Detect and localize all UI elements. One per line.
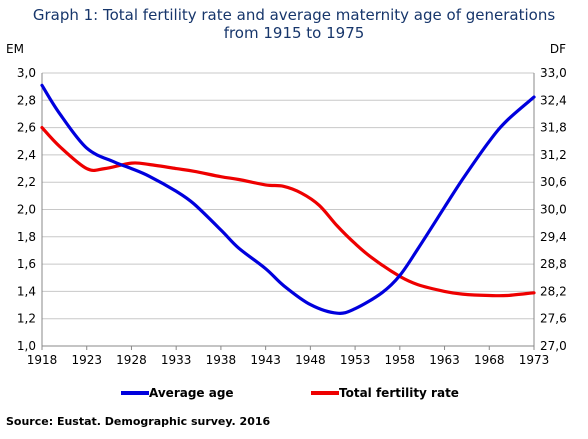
legend-label-average-age: Average age (149, 386, 234, 400)
x-tick-label: 1958 (385, 353, 416, 367)
x-tick-label: 1923 (71, 353, 102, 367)
right-tick-label: 31,8 (540, 121, 567, 135)
x-tick-label: 1948 (295, 353, 326, 367)
left-tick-label: 1,6 (17, 257, 36, 271)
left-tick-label: 2,8 (17, 93, 36, 107)
series-lines (40, 83, 536, 315)
left-tick-label: 1,4 (17, 284, 36, 298)
right-axis-ticks: 27,0 27,6 28,2 28,8 29,4 30,0 30,6 31,2 31,8 32,4… (540, 66, 567, 353)
right-tick-label: 28,2 (540, 284, 567, 298)
left-axis-label: EM (6, 42, 24, 56)
left-axis-ticks: 1,0 1,2 1,4 1,6 1,8 2,0 2,2 2,4 2,6 2,8 3,0 (17, 66, 36, 353)
series-line-fertility (40, 126, 536, 298)
right-tick-label: 30,0 (540, 203, 567, 217)
left-tick-label: 2,6 (17, 121, 36, 135)
grid-lines (42, 72, 534, 347)
x-tick-label: 1973 (519, 353, 550, 367)
right-tick-label: 29,4 (540, 230, 567, 244)
legend: Average age Total fertility rate (121, 386, 459, 400)
x-tick-label: 1963 (429, 353, 460, 367)
x-tick-label: 1938 (206, 353, 237, 367)
left-tick-label: 2,2 (17, 175, 36, 189)
x-axis-ticks: 1918 1923 1928 1933 1938 1943 1948 1953 1958 1963… (27, 353, 550, 367)
x-tick-label: 1918 (27, 353, 58, 367)
left-tick-label: 1,0 (17, 339, 36, 353)
left-tick-label: 1,8 (17, 230, 36, 244)
x-tick-label: 1953 (340, 353, 371, 367)
right-tick-label: 27,6 (540, 312, 567, 326)
left-tick-label: 2,4 (17, 148, 36, 162)
right-tick-label: 27,0 (540, 339, 567, 353)
legend-label-fertility: Total fertility rate (339, 386, 459, 400)
left-tick-label: 3,0 (17, 66, 36, 80)
left-tick-label: 1,2 (17, 312, 36, 326)
source-note: Source: Eustat. Demographic survey. 2016 (6, 415, 271, 428)
chart-title-line1: Graph 1: Total fertility rate and averag… (32, 6, 556, 24)
x-tick-label: 1928 (116, 353, 147, 367)
right-tick-label: 28,8 (540, 257, 567, 271)
right-tick-label: 30,6 (540, 175, 567, 189)
chart-title-line2: from 1915 to 1975 (223, 24, 365, 42)
axes (41, 73, 535, 350)
left-tick-label: 2,0 (17, 203, 36, 217)
right-axis-label: DF (550, 42, 566, 56)
right-tick-label: 31,2 (540, 148, 567, 162)
right-tick-label: 32,4 (540, 93, 567, 107)
x-tick-label: 1968 (474, 353, 505, 367)
right-tick-label: 33,0 (540, 66, 567, 80)
x-tick-label: 1933 (161, 353, 192, 367)
x-tick-label: 1943 (250, 353, 281, 367)
chart-title: Graph 1: Total fertility rate and averag… (0, 6, 588, 42)
series-line-average-age (40, 83, 536, 315)
